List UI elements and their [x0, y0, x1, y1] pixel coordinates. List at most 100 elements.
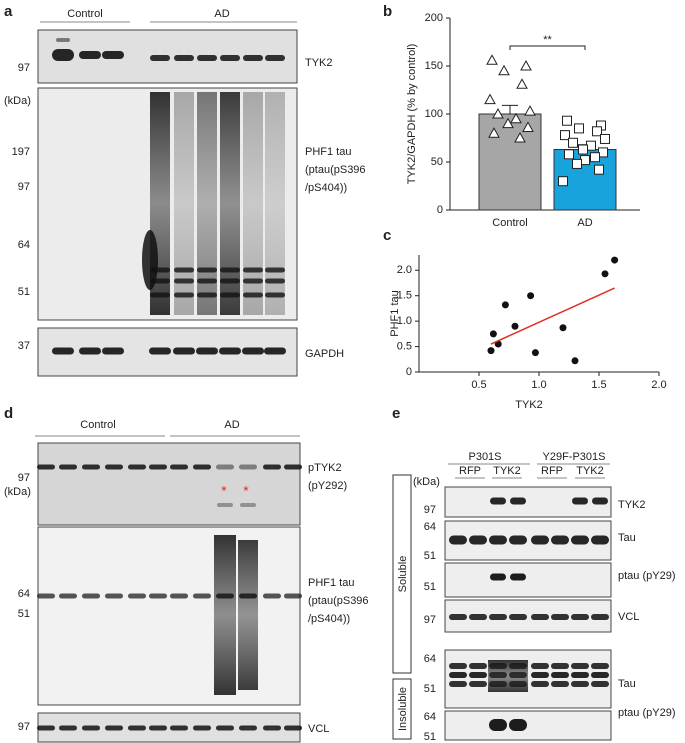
x-tick-label: AD [577, 217, 592, 229]
band [150, 55, 170, 61]
blot-label: /pS404)) [305, 182, 347, 194]
band [197, 267, 217, 273]
band [571, 663, 589, 669]
data-point [502, 117, 514, 129]
band [263, 593, 281, 599]
band [531, 681, 549, 687]
x-tick-label: 1.0 [531, 379, 546, 391]
blot [37, 712, 301, 743]
band [531, 672, 549, 678]
band [239, 725, 257, 731]
data-point [564, 149, 574, 160]
band [59, 464, 77, 470]
band [220, 292, 240, 298]
kda-marker: 51 [424, 550, 436, 562]
lane-label: RFP [459, 465, 481, 477]
blot-label: PHF1 tau [308, 577, 354, 589]
kda-marker: 51 [424, 683, 436, 695]
group-label: Y29F-P301S [543, 451, 606, 463]
band [489, 535, 507, 545]
band [79, 347, 101, 355]
band [82, 593, 100, 599]
band [591, 663, 609, 669]
kda-marker: 97 [18, 721, 30, 733]
kda-marker: 37 [18, 340, 30, 352]
band [510, 497, 526, 505]
band [196, 347, 218, 355]
y-tick-label: 100 [425, 108, 443, 120]
band [571, 681, 589, 687]
band [449, 672, 467, 678]
band [489, 614, 507, 620]
band [102, 51, 124, 59]
band [242, 347, 264, 355]
kda-marker: 64 [424, 521, 436, 533]
panel-letter: e [392, 405, 400, 422]
data-point [574, 123, 584, 134]
blot-label: TYK2 [305, 57, 333, 69]
x-tick-label: 0.5 [471, 379, 486, 391]
blot-label: PHF1 tau [305, 146, 351, 158]
band [197, 55, 217, 61]
band [193, 593, 211, 599]
band [284, 464, 302, 470]
blot-label: VCL [618, 611, 639, 623]
band [591, 614, 609, 620]
group-label: AD [224, 419, 239, 431]
data-point [600, 133, 610, 144]
y-tick-label: 0 [406, 366, 412, 378]
data-point [487, 347, 495, 355]
kda-marker: 97 [18, 62, 30, 74]
band [56, 38, 70, 42]
band [216, 464, 234, 470]
asterisk: * [221, 483, 227, 499]
band [102, 347, 124, 355]
kda-marker: 197 [12, 146, 30, 158]
kda-unit: (kDa) [4, 95, 31, 107]
band [469, 672, 487, 678]
band [174, 278, 194, 284]
band [243, 55, 263, 61]
band [174, 55, 194, 61]
band [149, 593, 167, 599]
band [243, 267, 263, 273]
fraction-label: Soluble [397, 556, 409, 593]
band [469, 681, 487, 687]
band [571, 535, 589, 545]
kda-marker: 64 [18, 239, 30, 251]
band [59, 725, 77, 731]
smear [214, 535, 236, 695]
data-point [510, 112, 522, 124]
band [128, 593, 146, 599]
y-axis-label: TYK2/GAPDH (% by control) [406, 44, 418, 185]
y-tick-label: 2.0 [397, 264, 412, 276]
data-point [558, 176, 568, 187]
band [531, 663, 549, 669]
kda-marker: 64 [424, 711, 436, 723]
band [509, 719, 527, 731]
blot [37, 442, 301, 526]
x-tick-label: 2.0 [651, 379, 666, 391]
band [571, 672, 589, 678]
band [52, 49, 74, 61]
blot-label: Tau [618, 532, 636, 544]
y-tick-label: 200 [425, 12, 443, 24]
fraction-label: Insoluble [397, 687, 409, 731]
data-point [511, 322, 519, 330]
band [592, 497, 608, 505]
band [197, 278, 217, 284]
data-point [514, 131, 526, 143]
blot-label: Tau [618, 678, 636, 690]
blot [37, 526, 301, 706]
band [509, 535, 527, 545]
band [170, 464, 188, 470]
data-point [501, 301, 509, 309]
data-point [559, 324, 567, 332]
band [170, 725, 188, 731]
blot-label: /pS404)) [308, 613, 350, 625]
smear [508, 660, 528, 692]
band [591, 672, 609, 678]
band [551, 614, 569, 620]
kda-marker: 97 [18, 181, 30, 193]
